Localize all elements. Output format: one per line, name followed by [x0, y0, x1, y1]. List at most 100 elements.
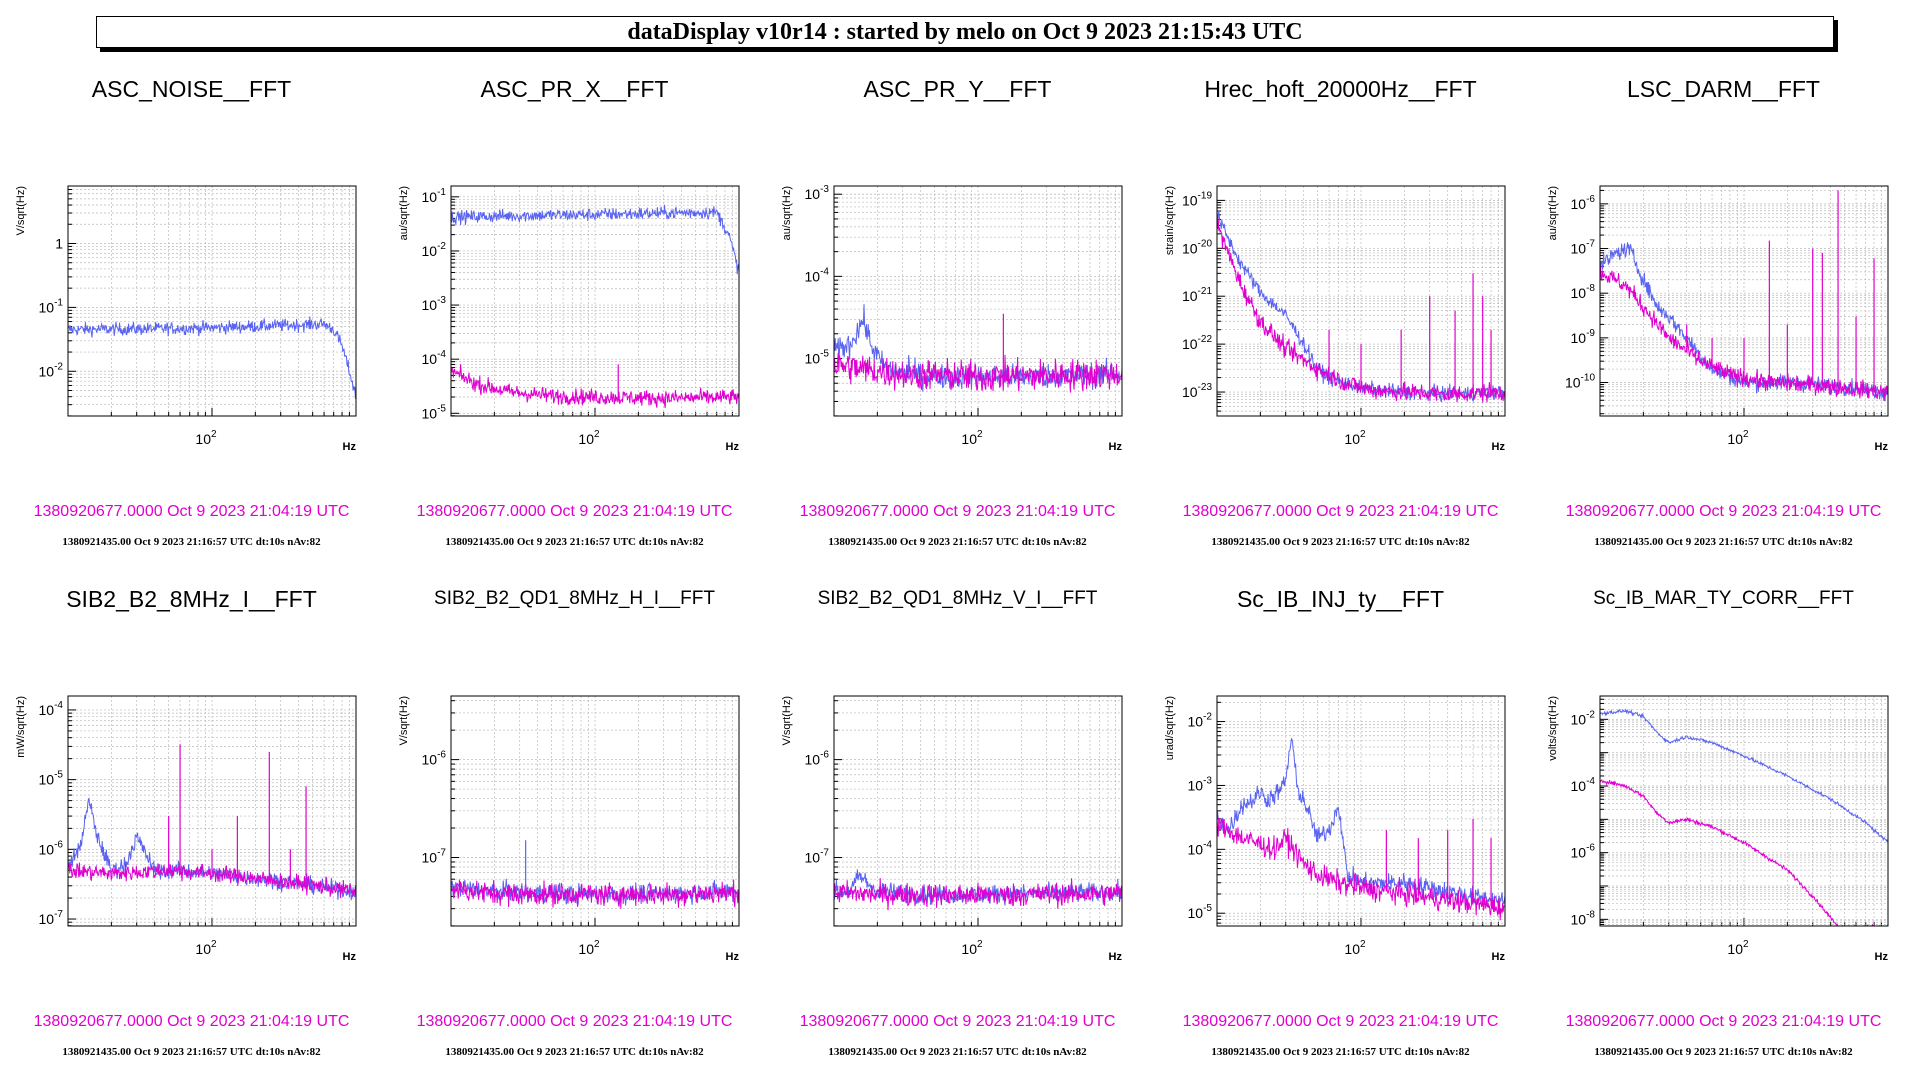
y-tick-label: 10-22 — [1182, 334, 1212, 352]
reference-time-label: 1380920677.0000 Oct 9 2023 21:04:19 UTC — [799, 503, 1116, 520]
acquisition-info: 1380921435.00 Oct 9 2023 21:16:57 UTC dt… — [1594, 1046, 1853, 1058]
reference-time-label: 1380920677.0000 Oct 9 2023 21:04:19 UTC — [1182, 1013, 1499, 1030]
x-tick-label: 102 — [195, 429, 217, 447]
plot-frame — [1216, 695, 1506, 927]
reference-time-label: 1380920677.0000 Oct 9 2023 21:04:19 UTC — [33, 1013, 350, 1030]
fft-plot: 10-3 10-4 10-5 102 Hz au/sqrt(Hz) — [781, 184, 1123, 453]
fft-plot: 10-1 10-2 10-3 10-4 10-5 102 Hz au/sqrt(Hz) — [398, 185, 740, 453]
plot-panel: SIB2_B2_8MHz_I__FFT 10-4 10-5 10-6 10-7 102 H… — [0, 566, 383, 1076]
plot-frame — [1599, 185, 1889, 417]
y-tick-label: 10-5 — [422, 403, 447, 421]
plot-frame — [1599, 695, 1889, 927]
y-axis-label: mW/sqrt(Hz) — [15, 696, 27, 758]
reference-time-label: 1380920677.0000 Oct 9 2023 21:04:19 UTC — [1565, 1013, 1882, 1030]
fft-plot: 10-2 10-3 10-4 10-5 102 Hz urad/sqrt(Hz) — [1164, 695, 1506, 963]
plot-frame — [833, 185, 1123, 417]
y-tick-label: 10-4 — [39, 700, 64, 718]
reference-trace — [1216, 816, 1506, 921]
display-header: dataDisplay v10r14 : started by melo on … — [96, 16, 1834, 48]
x-tick-label: 102 — [961, 429, 983, 447]
acquisition-info: 1380921435.00 Oct 9 2023 21:16:57 UTC dt… — [1211, 1046, 1470, 1058]
y-tick-label: 10-4 — [1571, 776, 1596, 794]
plot-title: SIB2_B2_QD1_8MHz_H_I__FFT — [434, 588, 715, 609]
reference-time-label: 1380920677.0000 Oct 9 2023 21:04:19 UTC — [1182, 503, 1499, 520]
current-trace — [67, 316, 357, 399]
plot-grid: ASC_NOISE__FFT 1 10-1 10-2 102 Hz V/sqrt(Hz) … — [0, 56, 1916, 1076]
acquisition-info: 1380921435.00 Oct 9 2023 21:16:57 UTC dt… — [1211, 536, 1470, 548]
fft-plot: 10-19 10-20 10-21 10-22 10-23 102 Hz strain/sqr… — [1164, 185, 1506, 453]
y-tick-label: 10-5 — [805, 349, 830, 367]
y-tick-label: 10-21 — [1182, 286, 1212, 304]
plot-title: ASC_NOISE__FFT — [91, 76, 292, 102]
y-tick-label: 10-3 — [805, 184, 830, 202]
x-axis-unit: Hz — [1109, 951, 1123, 963]
acquisition-info: 1380921435.00 Oct 9 2023 21:16:57 UTC dt… — [62, 536, 321, 548]
x-tick-label: 102 — [1344, 939, 1366, 957]
current-trace — [1216, 737, 1506, 910]
acquisition-info: 1380921435.00 Oct 9 2023 21:16:57 UTC dt… — [828, 1046, 1087, 1058]
y-tick-label: 10-3 — [422, 295, 447, 313]
reference-time-label: 1380920677.0000 Oct 9 2023 21:04:19 UTC — [1565, 503, 1882, 520]
y-tick-label: 10-7 — [39, 909, 64, 927]
plot-frame — [450, 185, 740, 417]
x-axis-unit: Hz — [343, 441, 357, 453]
y-tick-label: 10-2 — [1188, 712, 1213, 730]
plot-title: Sc_IB_MAR_TY_CORR__FFT — [1593, 588, 1854, 609]
plot-title: LSC_DARM__FFT — [1627, 76, 1820, 102]
y-tick-label: 10-5 — [1188, 903, 1213, 921]
y-axis-label: strain/sqrt(Hz) — [1164, 186, 1176, 255]
y-tick-label: 10-6 — [422, 750, 447, 768]
y-tick-label: 10-1 — [39, 297, 64, 315]
x-axis-unit: Hz — [726, 951, 740, 963]
plot-panel: Sc_IB_MAR_TY_CORR__FFT 10-2 10-4 10-6 10-8 1… — [1532, 566, 1915, 1076]
y-tick-label: 10-20 — [1182, 238, 1212, 256]
plot-frame — [67, 695, 357, 927]
plot-panel: LSC_DARM__FFT 10-6 10-7 10-8 10-9 10-10 102 Hz… — [1532, 56, 1915, 566]
plot-frame — [67, 185, 357, 417]
fft-plot: 1 10-1 10-2 102 Hz V/sqrt(Hz) — [15, 185, 357, 453]
plot-panel: SIB2_B2_QD1_8MHz_V_I__FFT 10-6 10-7 102 Hz V… — [766, 566, 1149, 1076]
reference-time-label: 1380920677.0000 Oct 9 2023 21:04:19 UTC — [416, 1013, 733, 1030]
y-tick-label: 10-19 — [1182, 190, 1212, 208]
plot-frame — [1216, 185, 1506, 417]
x-axis-unit: Hz — [1492, 441, 1506, 453]
reference-time-label: 1380920677.0000 Oct 9 2023 21:04:19 UTC — [33, 503, 350, 520]
fft-plot: 10-6 10-7 10-8 10-9 10-10 102 Hz au/sqrt(Hz) — [1547, 185, 1889, 453]
x-axis-unit: Hz — [1492, 951, 1506, 963]
x-tick-label: 102 — [578, 429, 600, 447]
plot-title: ASC_PR_Y__FFT — [863, 76, 1052, 102]
y-tick-label: 10-6 — [805, 750, 830, 768]
acquisition-info: 1380921435.00 Oct 9 2023 21:16:57 UTC dt… — [62, 1046, 321, 1058]
x-axis-unit: Hz — [1875, 441, 1889, 453]
y-tick-label: 10-7 — [422, 847, 447, 865]
y-tick-label: 10-7 — [805, 847, 830, 865]
y-tick-label: 1 — [55, 236, 63, 252]
acquisition-info: 1380921435.00 Oct 9 2023 21:16:57 UTC dt… — [445, 1046, 704, 1058]
x-axis-unit: Hz — [1875, 951, 1889, 963]
plot-title: Hrec_hoft_20000Hz__FFT — [1204, 76, 1477, 102]
acquisition-info: 1380921435.00 Oct 9 2023 21:16:57 UTC dt… — [445, 536, 704, 548]
reference-time-label: 1380920677.0000 Oct 9 2023 21:04:19 UTC — [416, 503, 733, 520]
y-tick-label: 10-8 — [1571, 283, 1596, 301]
reference-trace — [833, 352, 1123, 393]
y-axis-label: au/sqrt(Hz) — [398, 186, 410, 240]
x-tick-label: 102 — [1727, 939, 1749, 957]
y-tick-label: 10-10 — [1565, 373, 1595, 391]
x-axis-unit: Hz — [1109, 441, 1123, 453]
reference-trace — [450, 364, 740, 409]
reference-trace — [67, 862, 357, 899]
reference-trace — [1599, 266, 1889, 401]
reference-trace — [833, 877, 1123, 911]
plot-frame — [833, 695, 1123, 927]
plot-title: Sc_IB_INJ_ty__FFT — [1236, 586, 1445, 612]
reference-trace — [450, 879, 740, 909]
y-tick-label: 10-2 — [422, 241, 447, 259]
y-axis-label: V/sqrt(Hz) — [398, 696, 410, 746]
y-axis-label: urad/sqrt(Hz) — [1164, 696, 1176, 760]
y-tick-label: 10-4 — [1188, 839, 1213, 857]
y-tick-label: 10-9 — [1571, 328, 1596, 346]
y-tick-label: 10-4 — [422, 349, 447, 367]
y-tick-label: 10-3 — [1188, 775, 1213, 793]
x-axis-unit: Hz — [726, 441, 740, 453]
display-title: dataDisplay v10r14 : started by melo on … — [627, 18, 1303, 45]
